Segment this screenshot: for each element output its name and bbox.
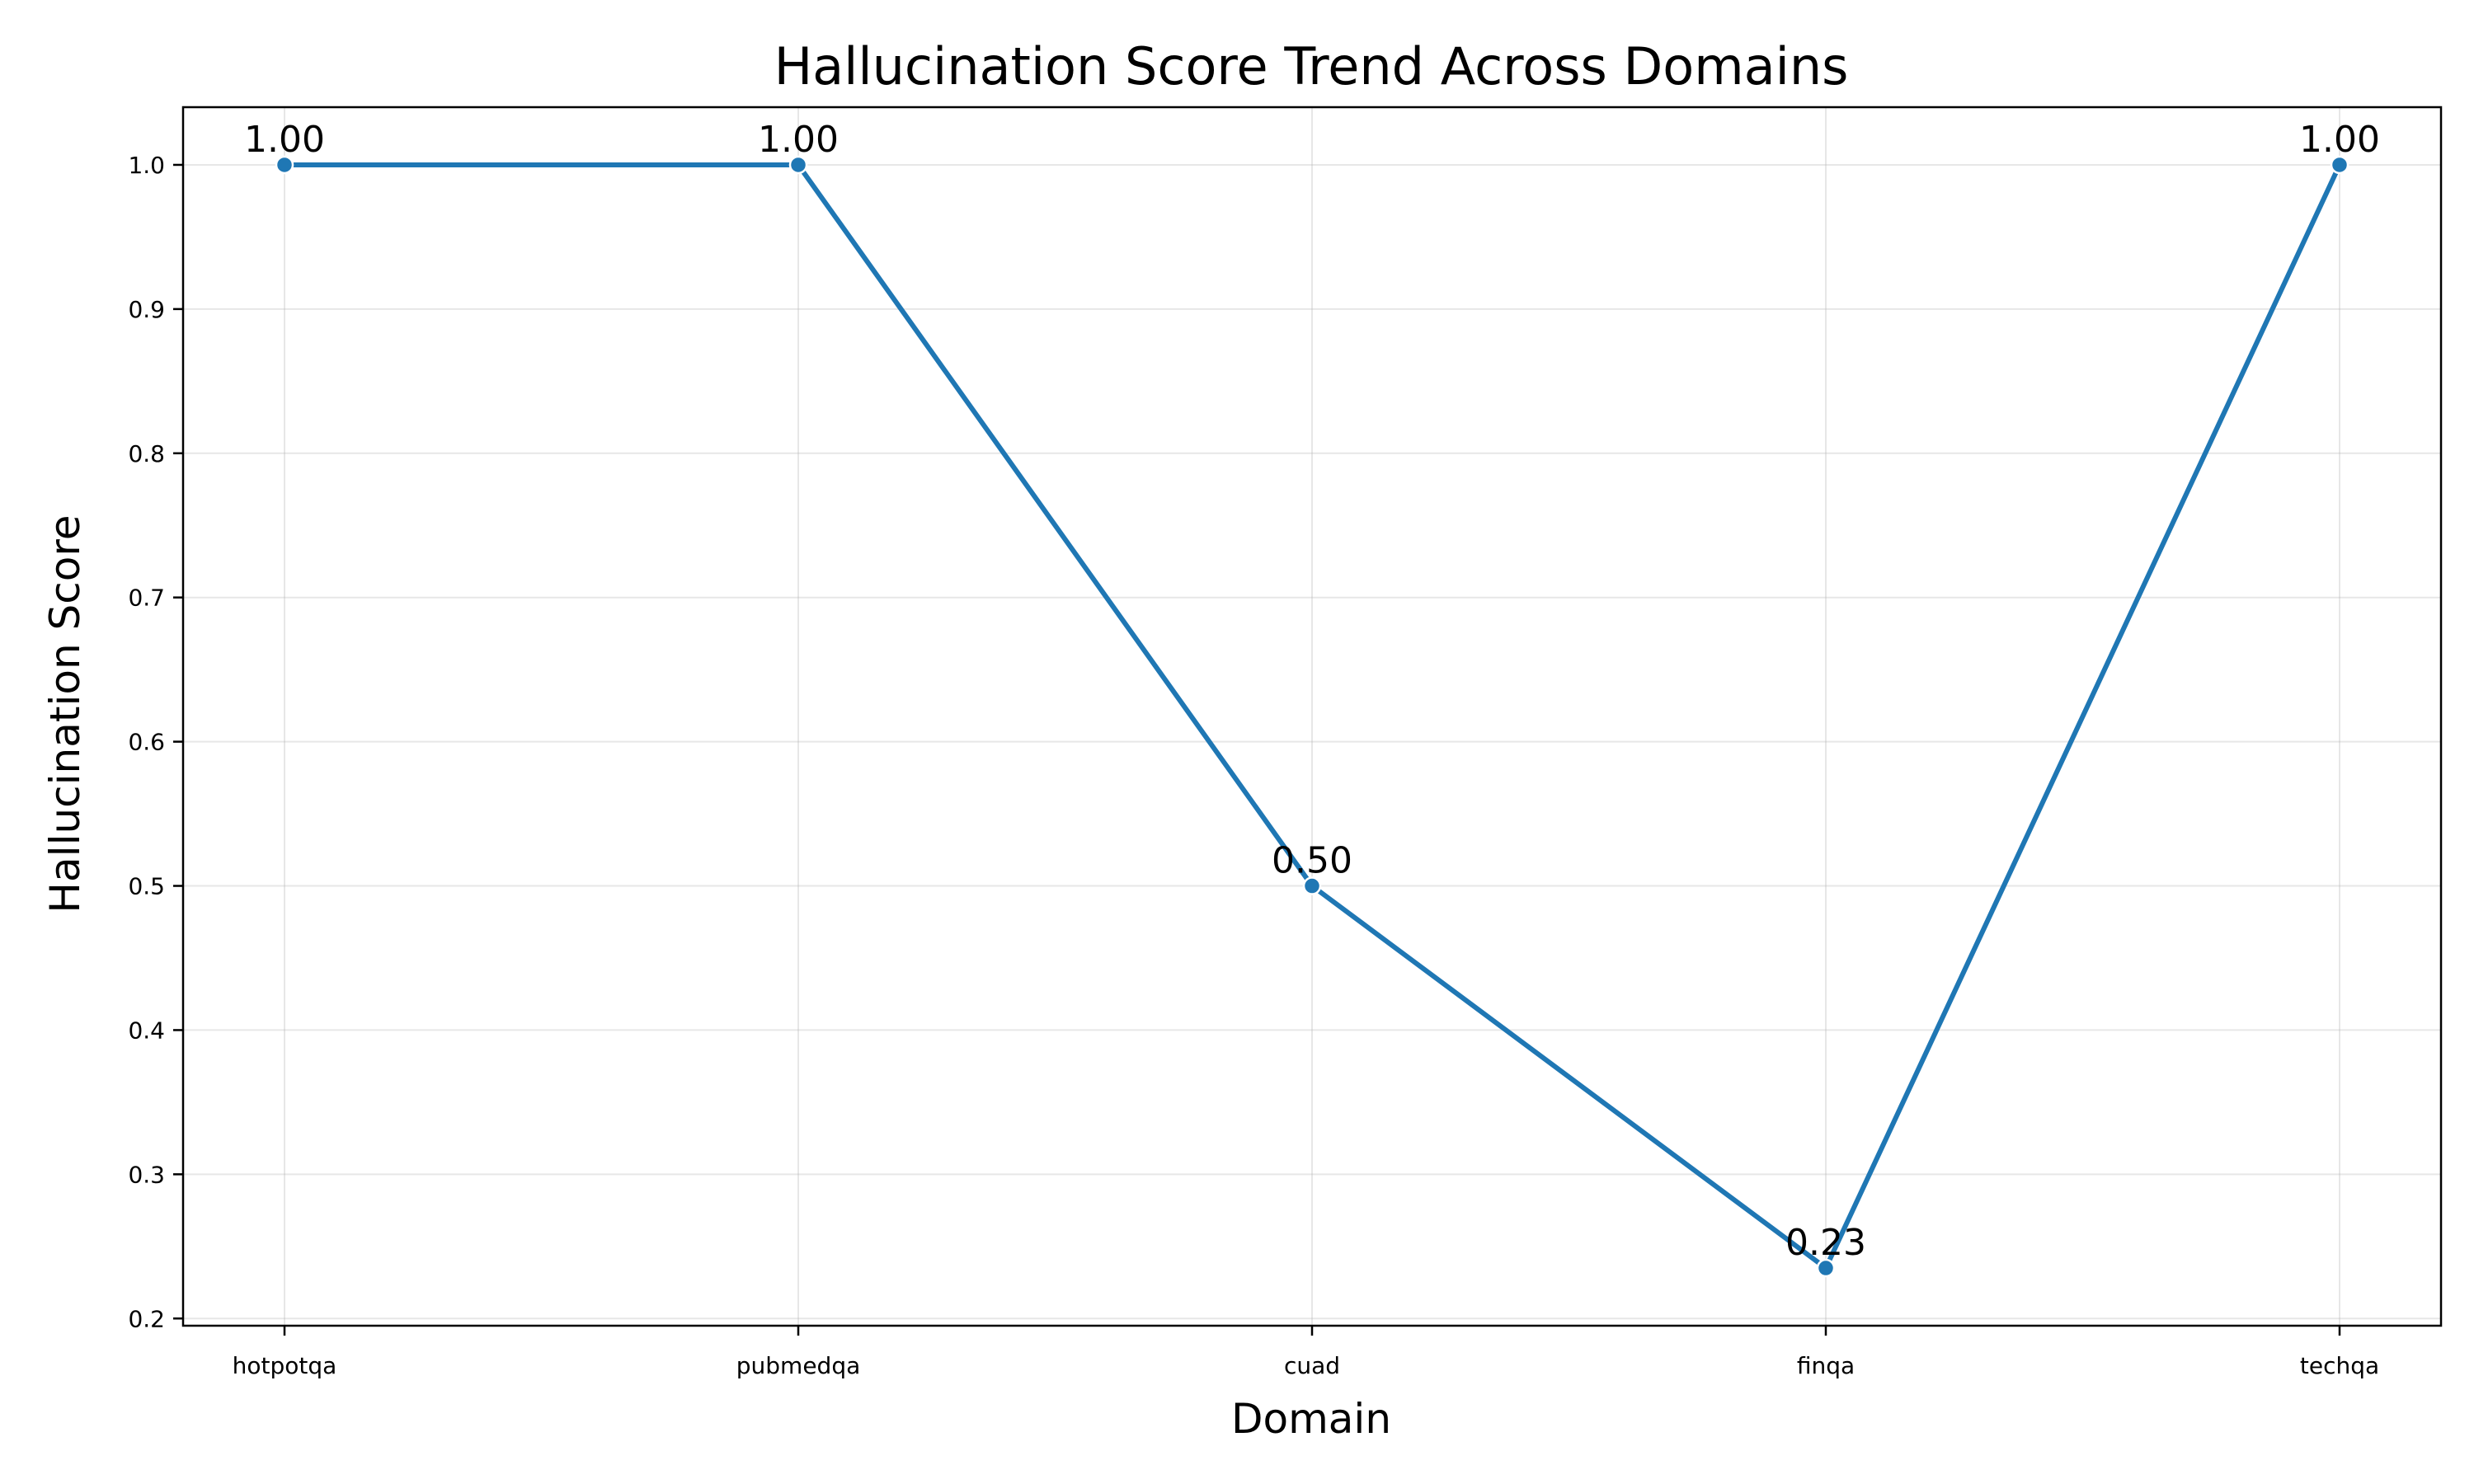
x-tick-label: pubmedqa <box>736 1352 861 1379</box>
axes: 0.2 0.3 0.4 0.5 0.6 0.7 0.8 0.9 1.0 hotpotqa pubme… <box>128 106 2443 1379</box>
x-tick-label: finqa <box>1797 1352 1855 1379</box>
data-label: 0.23 <box>1785 1222 1866 1264</box>
series-layer <box>275 155 2349 1278</box>
data-point <box>275 155 294 175</box>
y-tick-label: 0.9 <box>128 296 165 323</box>
data-point <box>1816 1258 1836 1278</box>
data-point <box>788 155 808 175</box>
y-tick-label: 0.3 <box>128 1161 165 1188</box>
data-label: 1.00 <box>2299 119 2380 161</box>
grid-lines <box>183 107 2441 1326</box>
data-point <box>2330 155 2349 175</box>
x-tick-label: techqa <box>2300 1352 2379 1379</box>
data-label: 0.50 <box>1272 840 1352 882</box>
data-label: 1.00 <box>758 119 839 161</box>
y-tick-label: 0.7 <box>128 585 165 612</box>
plot-frame <box>181 106 2443 1327</box>
y-axis-label: Hallucination Score <box>41 514 89 913</box>
y-tick-label: 0.2 <box>128 1305 165 1332</box>
chart-title: Hallucination Score Trend Across Domains <box>774 36 1849 96</box>
y-tick-label: 0.8 <box>128 440 165 467</box>
x-tick-label: cuad <box>1284 1352 1340 1379</box>
y-tick-label: 0.5 <box>128 873 165 900</box>
data-label: 1.00 <box>244 119 325 161</box>
x-axis-label: Domain <box>1231 1395 1391 1443</box>
data-labels: 1.00 1.00 0.50 0.23 1.00 <box>244 119 2380 1264</box>
y-tick-label: 0.4 <box>128 1017 165 1044</box>
y-tick-label: 0.6 <box>128 729 165 756</box>
y-tick-label: 1.0 <box>128 152 165 179</box>
x-tick-label: hotpotqa <box>233 1352 337 1379</box>
data-point <box>1302 876 1322 895</box>
